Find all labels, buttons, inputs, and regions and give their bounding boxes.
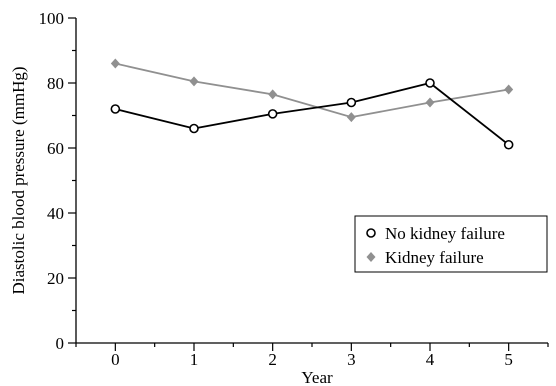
data-point [346, 97, 357, 108]
y-tick-label: 40 [47, 204, 64, 223]
axes [75, 18, 548, 344]
legend-label: No kidney failure [385, 224, 505, 243]
series-kidney-failure [110, 58, 514, 123]
x-tick-label: 0 [111, 350, 120, 369]
legend-item-no-kidney-failure: No kidney failure [366, 224, 505, 243]
x-axis-title: Year [301, 368, 333, 386]
data-point [425, 97, 435, 108]
data-point [110, 58, 120, 69]
data-point [425, 78, 435, 88]
legend-item-kidney-failure: Kidney failure [366, 248, 484, 267]
series-line [115, 82, 510, 146]
series-no-kidney-failure [110, 78, 514, 150]
data-point [504, 84, 514, 95]
legend-box [354, 215, 548, 273]
data-point [346, 112, 356, 123]
data-point [503, 139, 514, 150]
y-tick-label: 0 [56, 334, 65, 353]
x-tick-label: 2 [268, 350, 277, 369]
y-tick-label: 100 [39, 9, 65, 28]
legend-label: Kidney failure [385, 248, 484, 267]
x-tick-label: 3 [347, 350, 356, 369]
y-tick-label: 80 [47, 74, 64, 93]
data-point [110, 104, 121, 114]
y-axis-title: Diastolic blood pressure (mmHg) [9, 66, 28, 294]
series-layer [110, 58, 514, 150]
legend: No kidney failure Kidney failure [354, 215, 548, 273]
data-point [189, 76, 199, 87]
data-point [267, 109, 278, 119]
y-tick-label: 20 [47, 269, 64, 288]
y-tick-label: 60 [47, 139, 64, 158]
legend-marker-open-circle [366, 228, 376, 238]
x-tick-label: 5 [504, 350, 513, 369]
legend-marker-diamond [366, 252, 376, 262]
axis-ticks: 0 20 40 60 80 100 0 1 2 3 4 5 [39, 9, 549, 369]
series-line [115, 62, 509, 119]
x-tick-label: 4 [426, 350, 435, 369]
x-tick-label: 1 [190, 350, 199, 369]
data-point [268, 89, 278, 100]
data-point [189, 123, 199, 134]
